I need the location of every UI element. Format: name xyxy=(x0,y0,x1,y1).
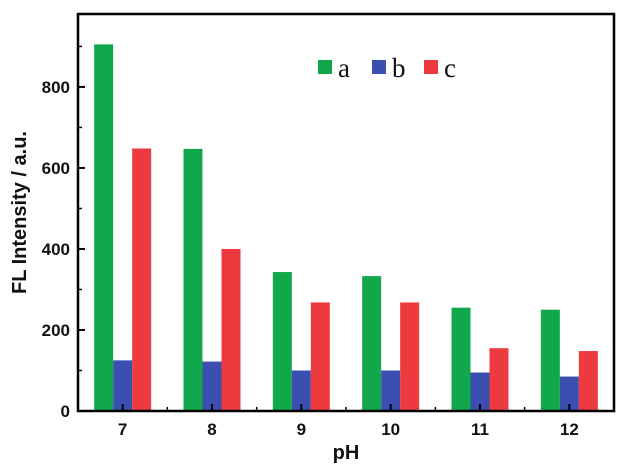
y-tick-label: 400 xyxy=(42,240,70,259)
legend-swatch-c xyxy=(424,60,438,74)
x-tick-label: 7 xyxy=(118,420,127,439)
bar-a-7 xyxy=(94,44,114,411)
y-tick-label: 0 xyxy=(61,402,70,421)
legend-label-a: a xyxy=(338,53,350,83)
y-tick-label: 200 xyxy=(42,321,70,340)
x-tick-label: 10 xyxy=(381,420,400,439)
bar-c-9 xyxy=(310,302,330,411)
y-tick-label: 600 xyxy=(42,159,70,178)
axis-ticks: 7 8 9 10 11 12 0 200 400 600 800 xyxy=(42,45,579,439)
x-axis-title: pH xyxy=(333,442,360,464)
bar-a-11 xyxy=(451,307,471,411)
bar-b-11 xyxy=(470,372,490,411)
legend-swatch-b xyxy=(372,60,386,74)
bar-b-8 xyxy=(202,361,222,411)
bar-c-10 xyxy=(400,302,420,411)
bars xyxy=(94,44,598,411)
bar-b-10 xyxy=(381,370,401,411)
bar-b-9 xyxy=(291,370,311,411)
bar-a-10 xyxy=(362,276,382,411)
bar-b-7 xyxy=(113,360,133,411)
bar-b-12 xyxy=(559,376,579,411)
x-tick-label: 8 xyxy=(207,420,216,439)
bar-c-12 xyxy=(578,351,598,411)
x-tick-label: 11 xyxy=(471,420,489,439)
bar-a-8 xyxy=(183,148,203,411)
legend: a b c xyxy=(318,53,456,83)
x-tick-label: 12 xyxy=(560,420,579,439)
y-axis-title: FL Intensity / a.u. xyxy=(9,131,31,294)
bar-c-8 xyxy=(221,248,241,411)
x-tick-label: 9 xyxy=(297,420,306,439)
bar-c-11 xyxy=(489,348,509,411)
bar-c-7 xyxy=(132,148,152,411)
legend-label-b: b xyxy=(392,53,406,83)
bar-a-12 xyxy=(540,309,560,411)
legend-label-c: c xyxy=(444,53,456,83)
bar-a-9 xyxy=(272,272,292,411)
y-tick-label: 800 xyxy=(42,78,70,97)
legend-swatch-a xyxy=(318,60,332,74)
